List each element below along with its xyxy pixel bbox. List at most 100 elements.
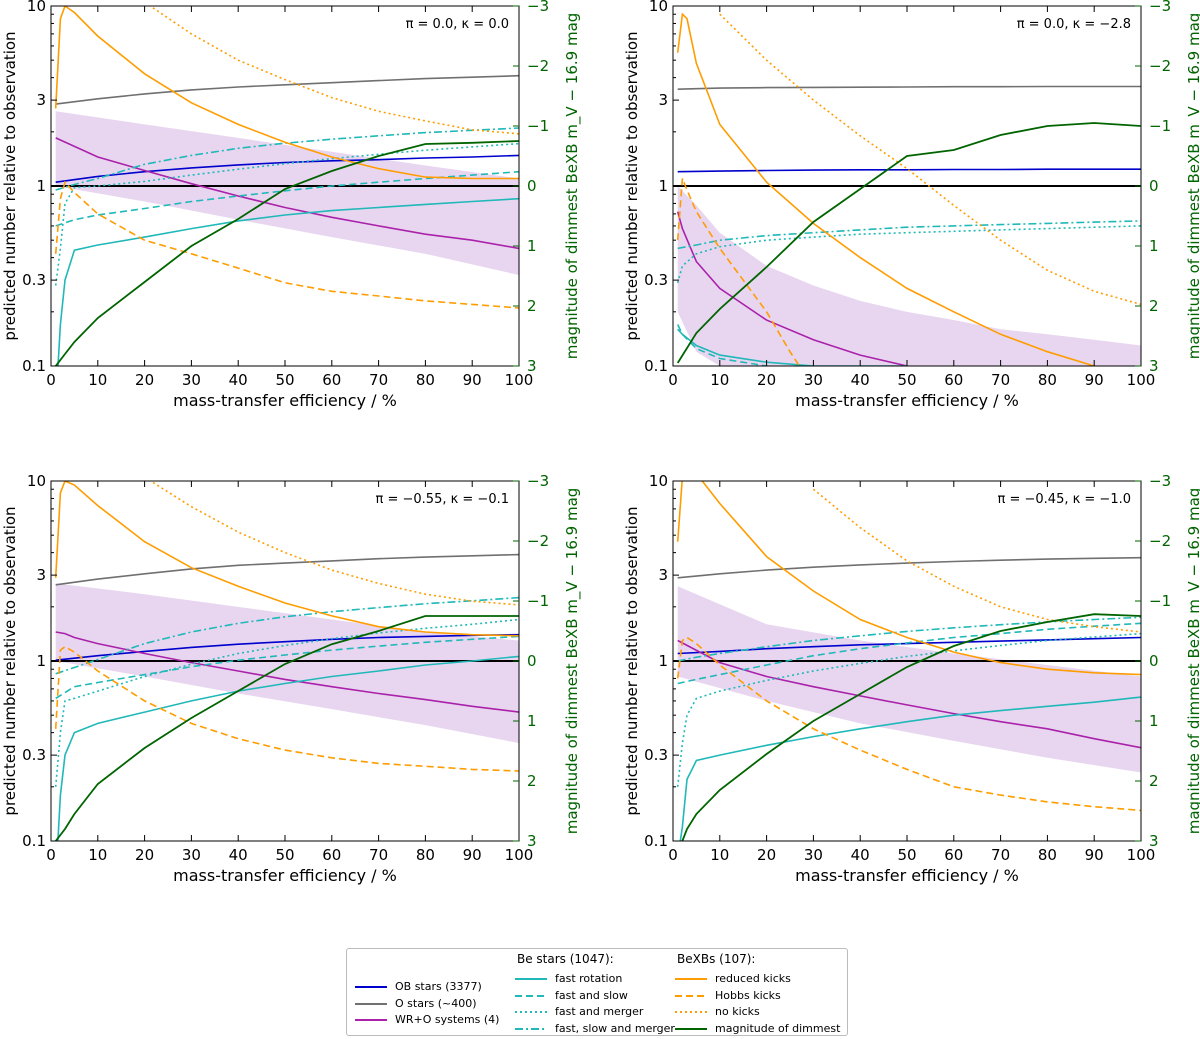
legend-label: fast and merger [555, 1005, 644, 1018]
y-tick-label: 1 [658, 177, 668, 195]
x-tick-label: 50 [897, 371, 916, 389]
x-tick-label: 30 [182, 846, 201, 864]
y2-tick-label: −1 [1149, 592, 1171, 610]
legend-label: fast and slow [555, 988, 628, 1002]
x-axis-label: mass-transfer efficiency / % [173, 866, 397, 885]
legend-label: Hobbs kicks [715, 988, 781, 1002]
series-fast-slow-and-merger [677, 220, 1141, 250]
y-tick-label: 3 [36, 91, 46, 109]
series-fast-rotation [57, 655, 519, 841]
legend-label: OB stars (3377) [395, 980, 482, 993]
plot-area [51, 481, 519, 841]
series-fast-and-slow [55, 170, 519, 227]
x-tick-label: 90 [463, 371, 482, 389]
legend-swatch [515, 994, 547, 997]
x-tick-label: 20 [135, 846, 154, 864]
legend-swatch [675, 994, 707, 997]
y-tick-label: 0.3 [644, 746, 668, 764]
x-tick-label: 10 [710, 371, 729, 389]
series-magnitude-of-dimmest [676, 122, 1141, 364]
legend-swatch [355, 1019, 387, 1021]
y2-tick-label: −2 [527, 57, 549, 75]
x-tick-label: 60 [944, 846, 963, 864]
legend-header-be-stars: Be stars (1047): [517, 952, 614, 966]
series-reduced-kicks [54, 6, 519, 180]
series-reduced-kicks [676, 12, 1095, 366]
x-tick-label: 30 [804, 371, 823, 389]
x-tick-label: 50 [275, 846, 294, 864]
y-tick-label: 0.3 [22, 271, 46, 289]
y-tick-label: 1 [36, 652, 46, 670]
x-tick-label: 20 [757, 846, 776, 864]
x-tick-label: 40 [851, 846, 870, 864]
y2-tick-label: −3 [527, 472, 549, 490]
y2-tick-label: −1 [527, 117, 549, 135]
series-reduced-kicks [676, 481, 1141, 676]
series-ob-stars [55, 633, 519, 661]
series-wr-o-systems [677, 639, 1141, 749]
x-tick-label: 70 [991, 846, 1010, 864]
y2-tick-label: −2 [1149, 57, 1171, 75]
panel-title: π = −0.55, κ = −0.1 [376, 492, 509, 507]
series-o-stars [55, 553, 519, 586]
legend-label: O stars (~400) [395, 996, 477, 1010]
series-fast-and-merger [676, 225, 1141, 284]
y2-tick-label: 3 [1149, 832, 1159, 850]
legend-label: fast rotation [555, 972, 623, 985]
y-tick-label: 1 [36, 177, 46, 195]
x-axis-label: mass-transfer efficiency / % [795, 391, 1019, 410]
x-tick-label: 100 [1127, 846, 1156, 864]
x-tick-label: 80 [416, 371, 435, 389]
series-o-stars [677, 556, 1141, 579]
x-axis-label: mass-transfer efficiency / % [795, 866, 1019, 885]
legend-label: WR+O systems (4) [395, 1013, 500, 1026]
wr-o-band [55, 111, 519, 276]
legend: Be stars (1047): BeXBs (107): OB stars (… [346, 948, 848, 1036]
legend-label: no kicks [715, 1005, 760, 1018]
legend-swatch [675, 1011, 707, 1013]
legend-label: fast, slow and merger [555, 1021, 675, 1035]
y-axis-label: predicted number relative to observation [1, 506, 19, 815]
series-hobbs-kicks [54, 645, 519, 772]
y2-tick-label: −3 [1149, 472, 1171, 490]
y-tick-label: 0.3 [22, 746, 46, 764]
x-tick-label: 0 [668, 846, 678, 864]
x-tick-label: 70 [991, 371, 1010, 389]
x-tick-label: 100 [1127, 371, 1156, 389]
x-tick-label: 80 [1038, 846, 1057, 864]
y2-tick-label: 1 [1149, 237, 1159, 255]
y-tick-label: 1 [658, 652, 668, 670]
series-o-stars [677, 85, 1141, 90]
plot-area [673, 481, 1141, 841]
y2-tick-label: −3 [527, 0, 549, 15]
y2-axis-label: magnitude of dimmest BeXB m_V − 16.9 mag [563, 488, 582, 835]
x-tick-label: 0 [668, 371, 678, 389]
y2-tick-label: −2 [1149, 532, 1171, 550]
figure: 0 10 20 30 40 50 60 70 80 90 1000.10.313103210−1−2… [1, 0, 1200, 885]
y2-axis-label: magnitude of dimmest BeXB m_V − 16.9 mag [1185, 488, 1200, 835]
series-magnitude-of-dimmest [54, 615, 519, 841]
y2-tick-label: 0 [1149, 652, 1159, 670]
y-tick-label: 10 [649, 472, 668, 490]
legend-swatch [515, 978, 547, 980]
x-tick-label: 0 [46, 846, 56, 864]
y2-axis-label: magnitude of dimmest BeXB m_V − 16.9 mag [1185, 13, 1200, 360]
legend-label: reduced kicks [715, 972, 791, 985]
series-ob-stars [55, 154, 519, 183]
panel-title: π = 0.0, κ = −2.8 [1017, 17, 1131, 32]
y2-tick-label: 2 [1149, 772, 1159, 790]
x-tick-label: 20 [757, 371, 776, 389]
legend-swatch [355, 986, 387, 988]
chart-panel-3: 0 10 20 30 40 50 60 70 80 90 1000.10.313103210−1−2… [1, 472, 582, 885]
plot-area [51, 6, 519, 366]
series-fast-and-slow [55, 635, 519, 700]
x-tick-label: 30 [804, 846, 823, 864]
y-tick-label: 10 [649, 0, 668, 15]
x-tick-label: 10 [710, 846, 729, 864]
y2-tick-label: 0 [527, 177, 537, 195]
series-fast-slow-and-merger [55, 596, 519, 675]
y2-tick-label: 2 [527, 772, 537, 790]
x-tick-label: 60 [322, 846, 341, 864]
series-ob-stars [677, 168, 1141, 173]
y2-tick-label: 2 [1149, 297, 1159, 315]
